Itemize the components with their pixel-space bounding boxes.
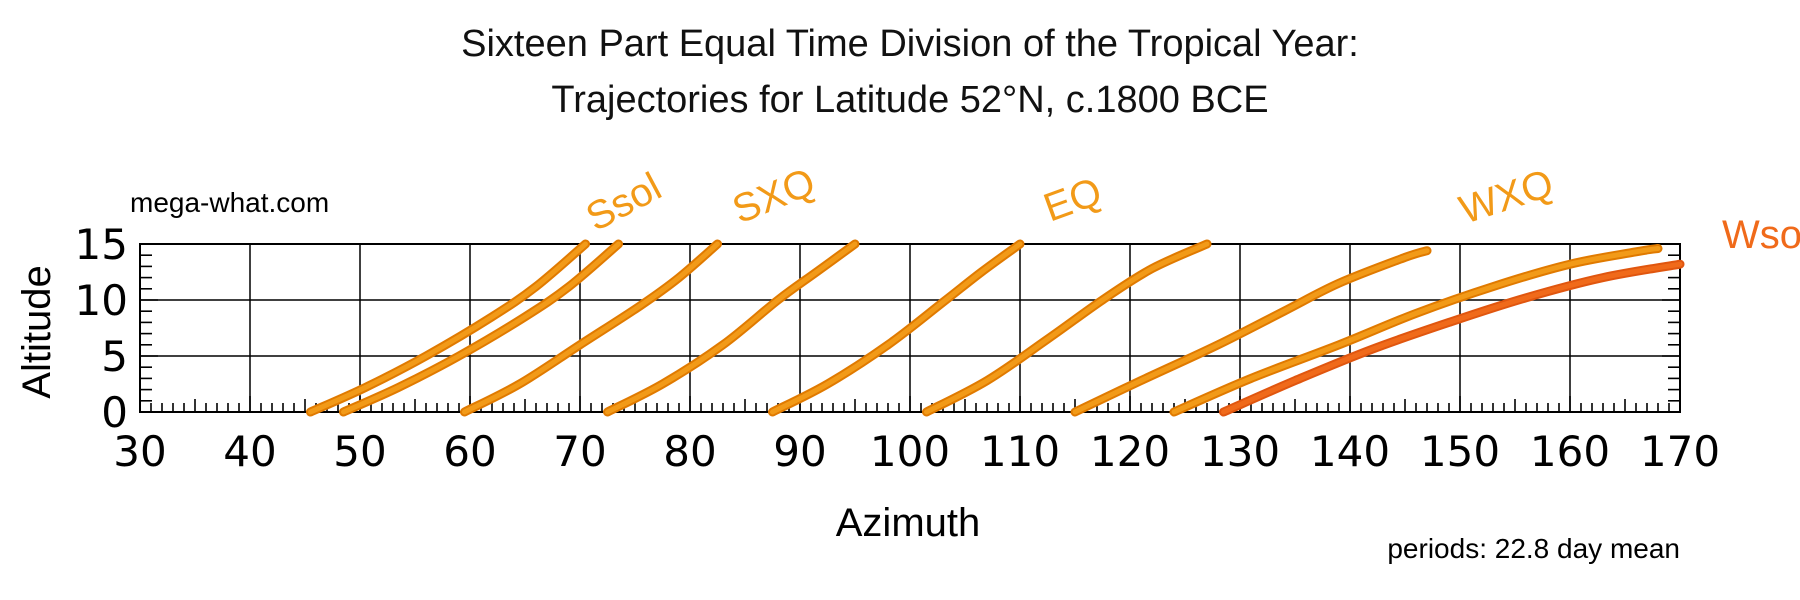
chart-subtitle: Trajectories for Latitude 52°N, c.1800 B…: [551, 79, 1268, 121]
trajectory-outline: [306, 239, 590, 417]
x-tick-label: 170: [1640, 427, 1720, 476]
x-tick-label: 160: [1530, 427, 1610, 476]
x-tick-label: 130: [1200, 427, 1280, 476]
x-axis-label: Azimuth: [836, 501, 981, 545]
x-tick-label: 150: [1420, 427, 1500, 476]
trajectory-line: [605, 241, 858, 415]
x-tick-label: 60: [443, 427, 496, 476]
y-tick-labels: 0 5 10 15: [75, 220, 128, 437]
x-tick-label: 100: [870, 427, 950, 476]
trajectory-line: [462, 241, 720, 415]
x-tick-label: 110: [980, 427, 1060, 476]
trajectory-line: [924, 241, 1210, 415]
series-label-sxq: SXQ: [726, 160, 821, 232]
series-label-wxq: WXQ: [1454, 161, 1558, 232]
trajectory-line: [1171, 246, 1661, 415]
x-tick-label: 70: [553, 427, 606, 476]
x-tick-label: 140: [1310, 427, 1390, 476]
trajectory-labels: Ssol SXQ EQ WXQ Wsol: [579, 160, 1800, 257]
y-tick-label: 15: [75, 220, 128, 269]
trajectory-series: [306, 239, 1685, 417]
y-tick-label: 5: [101, 332, 128, 381]
x-tick-label: 40: [223, 427, 276, 476]
y-axis-label: Altitude: [15, 265, 59, 398]
trajectory-line: [1221, 261, 1683, 415]
x-tick-labels: 30 40 50 60 70 80 90 100 110 120 130 140 150 160 170: [113, 427, 1720, 476]
x-tick-label: 120: [1090, 427, 1170, 476]
periods-note: periods: 22.8 day mean: [1387, 533, 1680, 564]
trajectory-line: [341, 241, 621, 415]
y-tick-label: 0: [101, 388, 128, 437]
trajectory-line: [308, 241, 588, 415]
trajectory-line: [1072, 248, 1430, 415]
x-tick-label: 80: [663, 427, 716, 476]
series-label-eq: EQ: [1038, 169, 1107, 230]
trajectory-line: [770, 241, 1023, 415]
series-label-ssol: Ssol: [579, 165, 668, 240]
y-tick-label: 10: [75, 276, 128, 325]
series-label-wsol: Wsol: [1722, 213, 1800, 257]
trajectory-outline: [1219, 259, 1685, 417]
chart-title: Sixteen Part Equal Time Division of the …: [461, 23, 1359, 65]
x-tick-label: 90: [773, 427, 826, 476]
x-tick-label: 30: [113, 427, 166, 476]
x-tick-label: 50: [333, 427, 386, 476]
website-credit: mega-what.com: [130, 187, 329, 218]
